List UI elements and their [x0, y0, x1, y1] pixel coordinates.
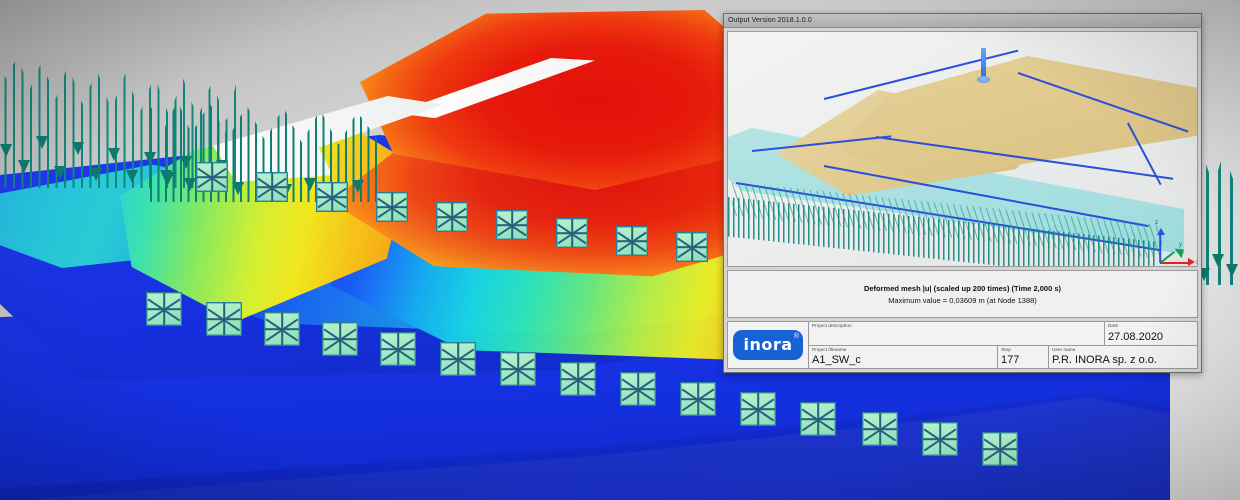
- user-name-cell[interactable]: User name P.R. INORA sp. z o.o.: [1049, 346, 1197, 369]
- caption-sub-text: Maximum value = 0,03609 m (at Node 1388): [888, 295, 1037, 305]
- project-filename-cell[interactable]: Project filename A1_SW_c: [809, 345, 998, 368]
- user-name-value: P.R. INORA sp. z o.o.: [1052, 354, 1157, 367]
- date-label: Date: [1108, 323, 1119, 328]
- project-filename-value: A1_SW_c: [812, 354, 861, 367]
- node-marker-icon: [977, 48, 990, 83]
- title-block-row-bottom: Project filename A1_SW_c Step 177 User n…: [809, 345, 1197, 369]
- user-name-label: User name: [1052, 346, 1076, 352]
- cube-element: [862, 412, 898, 446]
- z-axis-arrow-icon: [1157, 228, 1165, 235]
- cube-element: [264, 312, 300, 346]
- z-axis-line: [1159, 234, 1161, 263]
- x-axis-arrow-icon: [1188, 258, 1195, 266]
- cube-element: [206, 302, 242, 336]
- cube-element: [322, 322, 358, 356]
- caption-main-text: Deformed mesh |u| (scaled up 200 times) …: [863, 283, 1062, 293]
- cube-element: [436, 202, 468, 232]
- inset-plot-canvas[interactable]: x y z: [727, 31, 1198, 267]
- inora-logo: inora ®: [733, 330, 803, 360]
- project-filename-label: Project filename: [812, 346, 847, 352]
- cube-element: [560, 362, 596, 396]
- cube-element: [740, 392, 776, 426]
- cube-element: [616, 226, 648, 256]
- cube-element: [500, 352, 536, 386]
- logo-text: inora: [743, 335, 793, 354]
- project-description-label: Project description: [812, 323, 852, 328]
- cube-element: [556, 218, 588, 248]
- date-value: 27.08.2020: [1108, 330, 1164, 343]
- cube-element: [922, 422, 958, 456]
- step-label: Step: [1001, 346, 1011, 352]
- cube-element: [496, 210, 528, 240]
- y-axis-label: y: [1179, 242, 1182, 248]
- title-block-row-top: Project description Date 27.08.2020: [809, 322, 1197, 346]
- cube-element: [982, 432, 1018, 466]
- plot-caption: Deformed mesh |u| (scaled up 200 times) …: [727, 270, 1198, 318]
- cube-element: [196, 162, 228, 192]
- cube-element: [800, 402, 836, 436]
- step-value: 177: [1001, 354, 1020, 367]
- x-axis-label: x: [1196, 260, 1197, 266]
- window-body: x y z Deformed mesh |u| (scaled up 200 t…: [724, 28, 1201, 372]
- cube-element: [146, 292, 182, 326]
- project-description-cell[interactable]: Project description: [809, 322, 1105, 345]
- logo-cell: inora ®: [728, 322, 809, 368]
- cube-element: [680, 382, 716, 416]
- cube-element: [380, 332, 416, 366]
- axis-triad: x y z: [1146, 220, 1197, 266]
- step-cell[interactable]: Step 177: [998, 345, 1049, 368]
- window-title-text: Output Version 2018.1.0.0: [728, 17, 812, 24]
- x-axis-line: [1160, 262, 1190, 264]
- cube-element: [316, 182, 348, 212]
- cube-element: [676, 232, 708, 262]
- title-block: inora ® Project description Date 27.08.2…: [727, 321, 1198, 369]
- date-cell[interactable]: Date 27.08.2020: [1105, 322, 1197, 345]
- cube-element: [620, 372, 656, 406]
- plaxis-output-window[interactable]: Output Version 2018.1.0.0: [723, 13, 1202, 373]
- cube-element: [440, 342, 476, 376]
- window-titlebar[interactable]: Output Version 2018.1.0.0: [724, 14, 1201, 28]
- registered-mark-icon: ®: [793, 333, 799, 340]
- cube-element: [256, 172, 288, 202]
- z-axis-label: z: [1155, 220, 1158, 226]
- cube-element: [376, 192, 408, 222]
- title-block-fields: Project description Date 27.08.2020 Proj…: [809, 322, 1197, 368]
